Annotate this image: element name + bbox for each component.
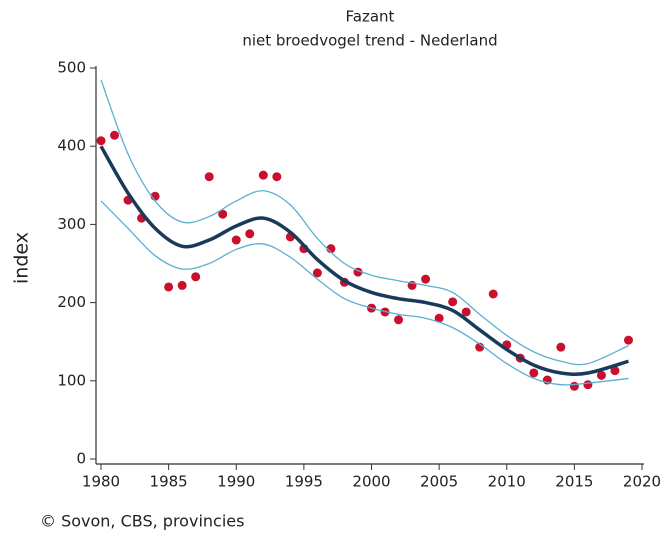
data-point [448,297,458,307]
data-point [529,368,539,378]
data-point [110,130,120,140]
y-axis-label: index [11,232,33,284]
x-tick-label: 1980 [82,473,120,491]
data-point [394,315,404,325]
x-tick-label: 2015 [555,473,593,491]
data-point [488,289,498,299]
x-tick-label: 2005 [420,473,458,491]
data-point [569,381,579,391]
y-tick-label: 400 [57,137,86,155]
data-point [218,209,228,219]
x-tick-label: 2020 [623,473,661,491]
data-point [556,342,566,352]
source-note: © Sovon, CBS, provincies [40,512,244,531]
y-tick-label: 500 [57,59,86,77]
data-point [177,280,187,290]
data-point [596,370,606,380]
x-tick-label: 1990 [217,473,255,491]
data-point [204,172,214,182]
data-point [272,172,282,182]
x-tick-label: 2010 [488,473,526,491]
y-tick-label: 300 [57,215,86,233]
x-tick-label: 1985 [150,473,188,491]
chart-title: Fazant [346,8,395,26]
trend-line [100,200,629,386]
data-point [231,235,241,245]
data-point [164,282,174,292]
data-point [421,274,431,284]
data-point [191,272,201,282]
data-point [312,268,322,278]
y-tick-label: 0 [76,450,86,468]
data-point [610,366,620,376]
x-tick-label: 2000 [352,473,390,491]
data-point [434,313,444,323]
data-point [461,307,471,317]
chart-subtitle: niet broedvogel trend - Nederland [242,32,497,50]
data-point [96,136,106,146]
trend-line [99,145,629,376]
data-point [583,380,593,390]
data-point [245,229,255,239]
data-point [258,170,268,180]
y-tick-label: 200 [57,293,86,311]
x-tick-label: 1995 [285,473,323,491]
trend-line [100,79,629,366]
y-tick-label: 100 [57,371,86,389]
data-point [623,335,633,345]
